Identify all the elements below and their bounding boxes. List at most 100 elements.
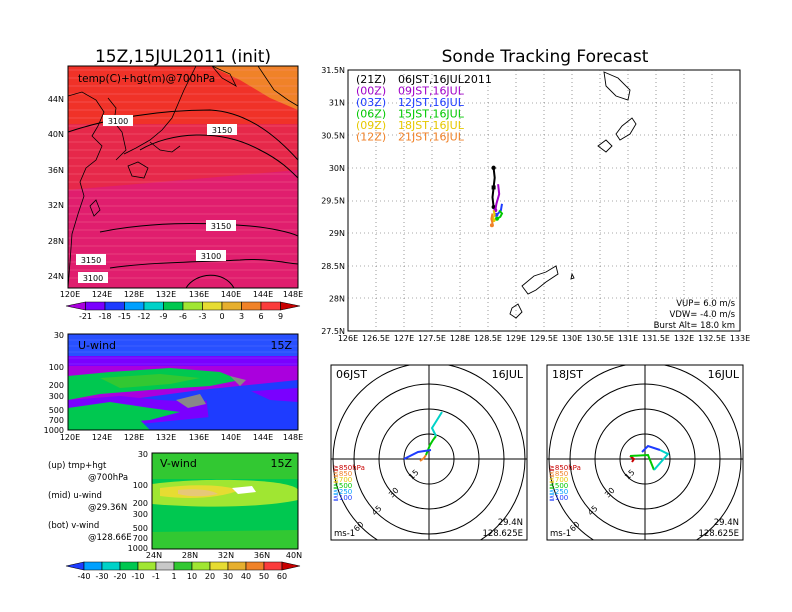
lat-tick: 36N: [48, 166, 64, 175]
temp-colorbar-label: -18: [98, 312, 111, 321]
lon-tick: 144E: [253, 290, 273, 299]
wind-colorbar-label: 10: [187, 572, 197, 581]
track-lat-tick: 30.5N: [321, 131, 345, 140]
hodo-level-label: ≦100: [333, 494, 352, 502]
pressure-tick: 200: [133, 499, 148, 508]
hodo-level-label: ≧850hPa: [549, 464, 581, 472]
hodo-level-label: ≦250: [333, 488, 352, 496]
track-lat-tick: 30N: [329, 164, 345, 173]
wind-colorbar-label: 50: [259, 572, 269, 581]
temp-colorbar-label: -12: [137, 312, 150, 321]
vwind-y-ticks: 30 100 200 300 500 700 1000: [128, 450, 148, 553]
lon-tick: 140E: [221, 433, 241, 442]
lat-tick: 40N: [48, 130, 64, 139]
contour-label: 3150: [81, 256, 101, 265]
legend-mid-level: @29.36N: [88, 503, 127, 513]
lon-tick: 136E: [189, 290, 209, 299]
wind-colorbar-swatch: [245, 561, 265, 571]
trajectory-series: [494, 184, 501, 211]
pressure-tick: 500: [133, 524, 148, 533]
vwind-cross-section: [152, 453, 298, 549]
temp-colorbar-swatch: [260, 301, 281, 311]
wind-colorbar-swatch: [227, 561, 247, 571]
track-lat-tick: 27.5N: [321, 327, 345, 336]
hodo-level-label: ≦100: [549, 494, 568, 502]
temperature-colorbar: [65, 301, 301, 311]
hodo-left-lon: 128.625E: [482, 529, 523, 539]
burst-point: [491, 185, 496, 190]
track-lon-tick: 128E: [450, 334, 470, 343]
legend-bot: (bot) v-wind: [48, 521, 99, 531]
temp-colorbar-label: 3: [239, 312, 244, 321]
track-lon-tick: 129.5E: [530, 334, 558, 343]
hodo-level-label: ≦500: [333, 482, 352, 490]
lon-tick: 148E: [283, 433, 303, 442]
wind-colorbar-swatch: [191, 561, 211, 571]
launch-time: 09JST,16JUL: [398, 85, 465, 98]
coastline: [68, 66, 298, 288]
track-lon-tick: 127E: [394, 334, 414, 343]
lat-tick: 24N: [48, 272, 64, 281]
launch-code: (00Z): [356, 85, 386, 98]
track-lat-ticks: 31.5N 31N 30.5N 30N 29.5N 29N 28.5N 28N 27.5N: [321, 66, 345, 336]
uwind-x-ticks: 120E 124E 128E 132E 136E 140E 144E 148E: [60, 433, 303, 442]
temp-colorbar-swatch: [143, 301, 164, 311]
wind-colorbar-label: 30: [223, 572, 233, 581]
temp-colorbar-swatch: [221, 301, 242, 311]
temp-colorbar-swatch: [182, 301, 203, 311]
wind-colorbar-swatch: [281, 561, 301, 571]
wind-colorbar-swatch: [137, 561, 157, 571]
legend-bot-level: @128.66E: [88, 533, 132, 543]
hodo-right-lon: 128.625E: [698, 529, 739, 539]
wind-colorbar-label: -40: [77, 572, 90, 581]
pressure-tick: 200: [49, 381, 64, 390]
track-title: Sonde Tracking Forecast: [442, 47, 649, 67]
temp-colorbar-swatch: [163, 301, 184, 311]
legend-mid: (mid) u-wind: [48, 491, 102, 501]
temp-colorbar-swatch: [85, 301, 106, 311]
contour-label: 3150: [211, 222, 231, 231]
launch-time: 21JST,16JUL: [398, 131, 465, 144]
temp-colorbar-label: 6: [258, 312, 263, 321]
launch-point: [491, 165, 496, 171]
temp-colorbar-label: 0: [219, 312, 224, 321]
hodo-right-trace-mid: [629, 453, 655, 471]
lon-tick: 136E: [189, 433, 209, 442]
hodo-level-label: ≦850: [549, 470, 568, 478]
temp-colorbar-swatch: [280, 301, 301, 311]
track-lon-tick: 132.5E: [698, 334, 726, 343]
lon-tick: 120E: [60, 290, 80, 299]
wind-colorbar-label: -20: [113, 572, 126, 581]
lon-tick: 132E: [156, 433, 176, 442]
temp-colorbar-swatch: [104, 301, 125, 311]
lat-tick: 24N: [146, 551, 162, 560]
contour-label: 3100: [108, 117, 128, 126]
lon-tick: 148E: [283, 290, 303, 299]
lat-tick: 32N: [48, 201, 64, 210]
trajectory-landing-point: [491, 205, 496, 210]
hodo-level-label: ≦850: [333, 470, 352, 478]
track-lat-tick: 31N: [329, 99, 345, 108]
wind-colorbar-swatch: [209, 561, 229, 571]
track-lon-tick: 126.5E: [362, 334, 390, 343]
launch-code: (21Z): [356, 73, 386, 86]
uwind-label: U-wind: [78, 339, 116, 352]
vup-value: VUP= 6.0 m/s: [676, 299, 735, 309]
hodo-left-lat: 29.4N: [498, 518, 523, 528]
wind-colorbar-label: -1: [152, 572, 160, 581]
track-lon-ticks: 126E 126.5E 127E 127.5E 128E 128.5E 129E 129.5E…: [338, 334, 750, 343]
wind-colorbar-label: -30: [95, 572, 108, 581]
hodo-left-trace-top: [403, 449, 432, 460]
hodograph-left: 15 30 45 60 06JST 16JUL ms-1 29.4N 128.6…: [330, 364, 528, 541]
map-field-label: temp(C)+hgt(m)@700hPa: [78, 73, 215, 85]
hodo-right-trace-top: [641, 444, 661, 453]
track-map-frame: [347, 69, 741, 332]
hodo-right-units: ms-1: [550, 529, 571, 539]
track-lon-tick: 127.5E: [418, 334, 446, 343]
wind-colorbar-labels: -40 -30 -20 -10 -1 1 10 20 30 40 50 60: [77, 572, 287, 581]
launch-time: 18JST,16JUL: [398, 119, 465, 132]
legend-up-level: @700hPa: [88, 473, 128, 483]
wind-colorbar-swatch: [155, 561, 175, 571]
wind-colorbar-swatch: [119, 561, 139, 571]
